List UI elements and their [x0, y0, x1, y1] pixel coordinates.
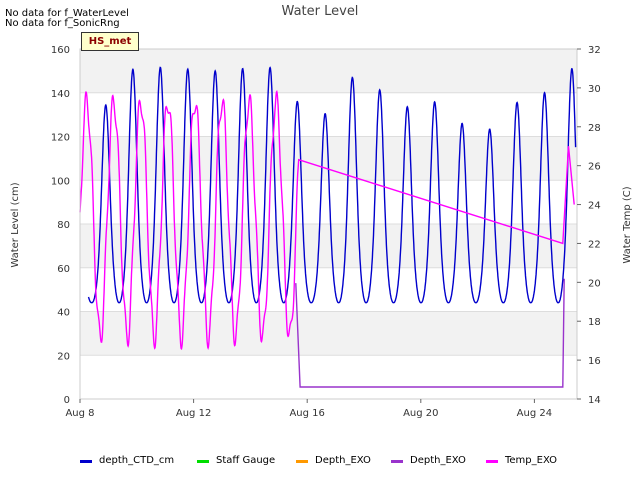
- y-tick-label: 0: [64, 395, 70, 406]
- x-tick-labels: Aug 8 Aug 12 Aug 16 Aug 20 Aug 24: [65, 399, 552, 419]
- y2-tick-label: 20: [588, 278, 601, 289]
- y-tick-label: 60: [57, 264, 70, 275]
- y2-tick-label: 18: [588, 317, 601, 328]
- legend-swatch: [80, 460, 92, 463]
- legend-label: Temp_EXO: [505, 455, 558, 466]
- y-tick-label: 20: [57, 351, 70, 362]
- y2-tick-label: 22: [588, 239, 601, 250]
- y2-tick-label: 32: [588, 45, 601, 56]
- y-tick-label: 40: [57, 308, 70, 319]
- y2-tick-label: 24: [588, 201, 601, 212]
- nodata-message-waterlevel: No data for f_WaterLevel: [5, 8, 129, 19]
- plot-background-bands: [80, 49, 577, 356]
- background-band: [80, 311, 577, 356]
- x-tick-label: Aug 16: [289, 408, 324, 419]
- legend-label: Staff Gauge: [216, 455, 276, 466]
- series-line-4: [79, 90, 575, 350]
- legend-swatch: [391, 460, 403, 463]
- legend-label: depth_CTD_cm: [99, 455, 175, 466]
- y2-tick-labels: 14 16 18 20 22 24 26 28 30 32: [577, 45, 601, 406]
- y2-tick-label: 16: [588, 356, 601, 367]
- legend-label: Depth_EXO: [410, 455, 466, 466]
- x-tick-label: Aug 8: [65, 408, 94, 419]
- y2-axis-label: Water Temp (C): [622, 186, 633, 263]
- y-tick-label: 140: [51, 89, 70, 100]
- y-tick-labels: 0 20 40 60 80 100 120 140 160: [51, 45, 70, 406]
- y-tick-label: 120: [51, 133, 70, 144]
- y2-tick-label: 30: [588, 84, 601, 95]
- y2-tick-label: 28: [588, 123, 601, 134]
- legend-swatch: [296, 460, 308, 463]
- y-axis-label: Water Level (cm): [10, 182, 21, 267]
- series-line-0: [87, 66, 577, 304]
- y2-tick-label: 26: [588, 162, 601, 173]
- x-tick-label: Aug 24: [517, 408, 552, 419]
- series-line-3: [295, 278, 565, 388]
- site-badge: HS_met: [81, 32, 139, 51]
- nodata-message-sonicrng: No data for f_SonicRng: [5, 18, 120, 29]
- y2-tick-label: 14: [588, 395, 601, 406]
- y-tick-label: 100: [51, 176, 70, 187]
- chart-title: Water Level: [282, 4, 359, 19]
- legend-label: Depth_EXO: [315, 455, 371, 466]
- x-tick-label: Aug 20: [403, 408, 438, 419]
- series-group: [79, 66, 577, 388]
- legend-swatch: [197, 460, 209, 463]
- legend-swatch: [486, 460, 498, 463]
- y-tick-label: 80: [57, 220, 70, 231]
- legend: depth_CTD_cm Staff Gauge Depth_EXO Depth…: [0, 452, 640, 470]
- background-band: [80, 49, 577, 93]
- x-tick-label: Aug 12: [176, 408, 211, 419]
- y-tick-label: 160: [51, 45, 70, 56]
- plot-frame: [79, 48, 578, 400]
- background-band: [80, 224, 577, 268]
